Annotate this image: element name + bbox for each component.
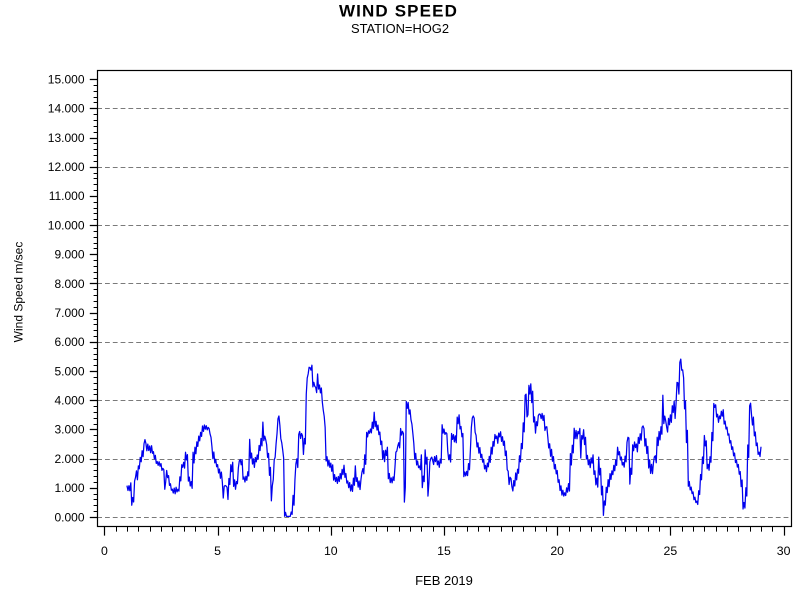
svg-text:7.000: 7.000 <box>54 306 84 320</box>
svg-text:11.000: 11.000 <box>49 189 85 203</box>
svg-text:25: 25 <box>664 544 678 558</box>
svg-text:5.000: 5.000 <box>54 364 84 378</box>
svg-text:3.000: 3.000 <box>54 423 84 437</box>
svg-text:10.000: 10.000 <box>48 218 85 232</box>
svg-text:Wind Speed m/sec: Wind Speed m/sec <box>11 242 25 343</box>
svg-text:20: 20 <box>550 544 564 558</box>
svg-text:STATION=HOG2: STATION=HOG2 <box>351 21 449 36</box>
svg-text:FEB 2019: FEB 2019 <box>415 573 473 588</box>
svg-text:2.000: 2.000 <box>54 452 84 466</box>
svg-text:13.000: 13.000 <box>48 131 85 145</box>
svg-text:0.000: 0.000 <box>54 510 84 524</box>
svg-text:0: 0 <box>101 544 108 558</box>
svg-text:6.000: 6.000 <box>54 335 84 349</box>
svg-text:5: 5 <box>214 544 221 558</box>
svg-text:15: 15 <box>437 544 451 558</box>
svg-text:10: 10 <box>324 544 338 558</box>
svg-text:4.000: 4.000 <box>54 394 84 408</box>
svg-text:WIND SPEED: WIND SPEED <box>339 2 458 21</box>
svg-text:14.000: 14.000 <box>48 102 85 116</box>
svg-text:9.000: 9.000 <box>54 248 84 262</box>
svg-text:1.000: 1.000 <box>54 481 84 495</box>
svg-text:8.000: 8.000 <box>54 277 84 291</box>
svg-text:15.000: 15.000 <box>48 72 85 86</box>
svg-text:30: 30 <box>777 544 791 558</box>
svg-text:12.000: 12.000 <box>48 160 85 174</box>
